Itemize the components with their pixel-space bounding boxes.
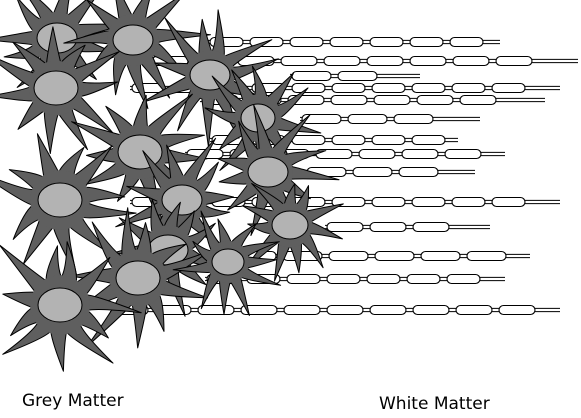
myelin-segment	[455, 304, 493, 316]
grey-matter-neurons	[0, 0, 344, 372]
myelin-segment	[446, 273, 481, 285]
neuron	[0, 26, 120, 154]
myelin-segment	[347, 113, 388, 125]
myelin-segment	[289, 36, 324, 48]
myelin-segment	[371, 82, 406, 94]
nucleus	[161, 184, 203, 216]
myelin-segment	[451, 196, 486, 208]
myelin-segment	[420, 250, 461, 262]
myelin-segment	[371, 134, 406, 146]
neuron	[242, 183, 344, 282]
myelin-segment	[283, 304, 321, 316]
myelin-segment	[280, 55, 318, 67]
axon	[305, 166, 475, 178]
neuron	[172, 210, 282, 316]
myelin-segment	[406, 273, 441, 285]
myelin-segment	[373, 94, 411, 106]
nucleus	[115, 260, 161, 296]
myelin-segment	[416, 94, 454, 106]
myelin-segment	[329, 36, 364, 48]
myelin-segment	[412, 221, 450, 233]
nucleus	[37, 287, 83, 323]
myelin-segment	[451, 82, 486, 94]
myelin-segment	[366, 273, 401, 285]
myelin-segment	[369, 304, 407, 316]
axon	[208, 36, 500, 48]
myelin-segment	[331, 134, 366, 146]
neuron	[63, 0, 211, 110]
myelin-segment	[328, 250, 369, 262]
nucleus	[117, 134, 163, 170]
myelin-segment	[449, 36, 484, 48]
myelin-segment	[358, 148, 396, 160]
myelin-segment	[412, 304, 450, 316]
myelin-segment	[459, 94, 497, 106]
myelin-segment	[291, 134, 326, 146]
myelin-segment	[374, 250, 415, 262]
neuron	[0, 133, 137, 277]
myelin-segment	[291, 82, 326, 94]
myelin-segment	[331, 82, 366, 94]
white-matter-label: White Matter	[379, 394, 490, 414]
myelin-segment	[411, 196, 446, 208]
myelin-segment	[323, 55, 361, 67]
myelin-segment	[371, 196, 406, 208]
nucleus	[33, 70, 79, 106]
nucleus	[189, 59, 231, 91]
myelin-segment	[411, 82, 446, 94]
nucleus	[112, 24, 154, 56]
myelin-segment	[326, 221, 364, 233]
myelin-segment	[411, 134, 446, 146]
myelin-segment	[352, 166, 393, 178]
nucleus	[37, 182, 83, 218]
myelin-segment	[444, 148, 482, 160]
white-matter-axons	[110, 36, 578, 316]
myelin-segment	[240, 304, 278, 316]
myelin-segment	[495, 55, 533, 67]
nucleus	[211, 248, 245, 276]
myelin-segment	[409, 55, 447, 67]
nucleus	[271, 210, 309, 240]
grey-matter-label: Grey Matter	[22, 391, 124, 411]
myelin-segment	[466, 250, 507, 262]
myelin-segment	[326, 304, 364, 316]
myelin-segment	[326, 273, 361, 285]
axon	[290, 70, 420, 82]
axon	[300, 113, 480, 125]
myelin-segment	[369, 36, 404, 48]
myelin-segment	[401, 148, 439, 160]
myelin-segment	[452, 55, 490, 67]
myelin-segment	[291, 70, 332, 82]
myelin-segment	[366, 55, 404, 67]
neuron	[0, 241, 142, 372]
myelin-segment	[337, 70, 378, 82]
myelin-segment	[498, 304, 536, 316]
myelin-segment	[393, 113, 434, 125]
myelin-segment	[197, 304, 235, 316]
myelin-segment	[491, 196, 526, 208]
axon	[110, 304, 560, 316]
axon	[325, 221, 490, 233]
myelin-segment	[330, 94, 368, 106]
neuron	[217, 104, 340, 236]
myelin-segment	[491, 82, 526, 94]
myelin-segment	[369, 221, 407, 233]
myelin-segment	[398, 166, 439, 178]
neuron	[66, 207, 210, 349]
nucleus	[247, 156, 289, 188]
myelin-segment	[286, 273, 321, 285]
myelin-segment	[409, 36, 444, 48]
myelin-segment	[301, 113, 342, 125]
